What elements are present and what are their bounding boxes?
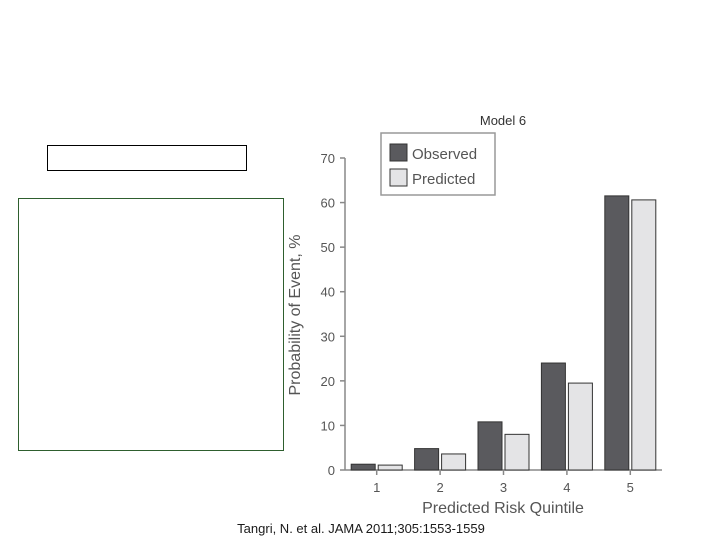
y-tick-label: 0 [328,463,335,478]
bar-observed-1 [350,463,376,471]
y-tick-label: 10 [321,418,335,433]
x-tick-label: 5 [627,480,634,495]
y-tick-label: 20 [321,374,335,389]
x-tick-label: 3 [500,480,507,495]
bar-predicted-3 [504,433,530,471]
content-placeholder-box [18,198,284,451]
bar-predicted-2 [441,453,467,471]
bar-predicted-5 [631,199,657,471]
x-axis-label: Predicted Risk Quintile [422,500,584,517]
x-tick-label: 1 [373,480,380,495]
title-placeholder-box [47,145,247,171]
x-tick-label: 2 [436,480,443,495]
bar-observed-5 [604,195,630,471]
x-tick-label: 4 [563,480,570,495]
bar-predicted-1 [377,464,403,471]
bar-observed-4 [540,362,566,471]
legend-label-observed: Observed [412,146,477,163]
legend-label-predicted: Predicted [412,171,475,188]
legend-swatch-predicted [389,168,408,187]
citation-text: Tangri, N. et al. JAMA 2011;305:1553-155… [237,521,485,536]
y-tick-label: 60 [321,196,335,211]
bar-observed-2 [414,448,440,471]
bar-observed-3 [477,421,503,471]
y-tick-label: 50 [321,240,335,255]
legend: Observed Predicted [380,132,496,196]
bar-predicted-4 [567,382,593,471]
y-axis-label: Probability of Event, % [287,235,304,396]
legend-swatch-observed [389,143,408,162]
chart-title: Model 6 [480,113,526,128]
y-tick-label: 70 [321,151,335,166]
y-tick-label: 40 [321,285,335,300]
y-tick-label: 30 [321,329,335,344]
